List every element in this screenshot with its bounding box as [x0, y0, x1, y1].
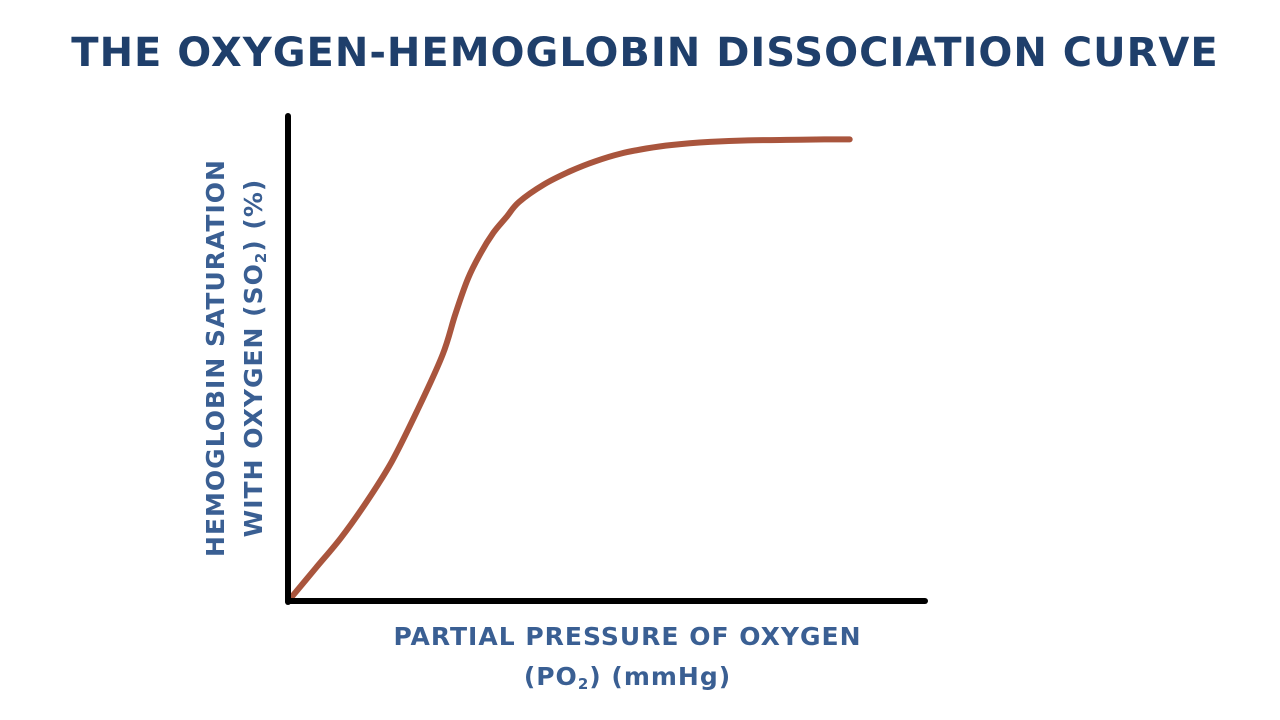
x-axis-label-line2: (PO2) (mmHg)	[523, 662, 732, 693]
y-axis-label-line2: WITH OXYGEN (SO2) (%)	[239, 178, 270, 538]
chart-title: THE OXYGEN-HEMOGLOBIN DISSOCIATION CURVE	[71, 30, 1219, 76]
x-axis-label-line1: PARTIAL PRESSURE OF OXYGEN	[393, 622, 862, 651]
dissociation-curve-line	[287, 136, 853, 602]
x-axis-label: PARTIAL PRESSURE OF OXYGEN (PO2) (mmHg)	[0, 617, 1255, 697]
series-layer	[287, 136, 853, 602]
y-axis-label-line1: HEMOGLOBIN SATURATION	[201, 159, 230, 557]
